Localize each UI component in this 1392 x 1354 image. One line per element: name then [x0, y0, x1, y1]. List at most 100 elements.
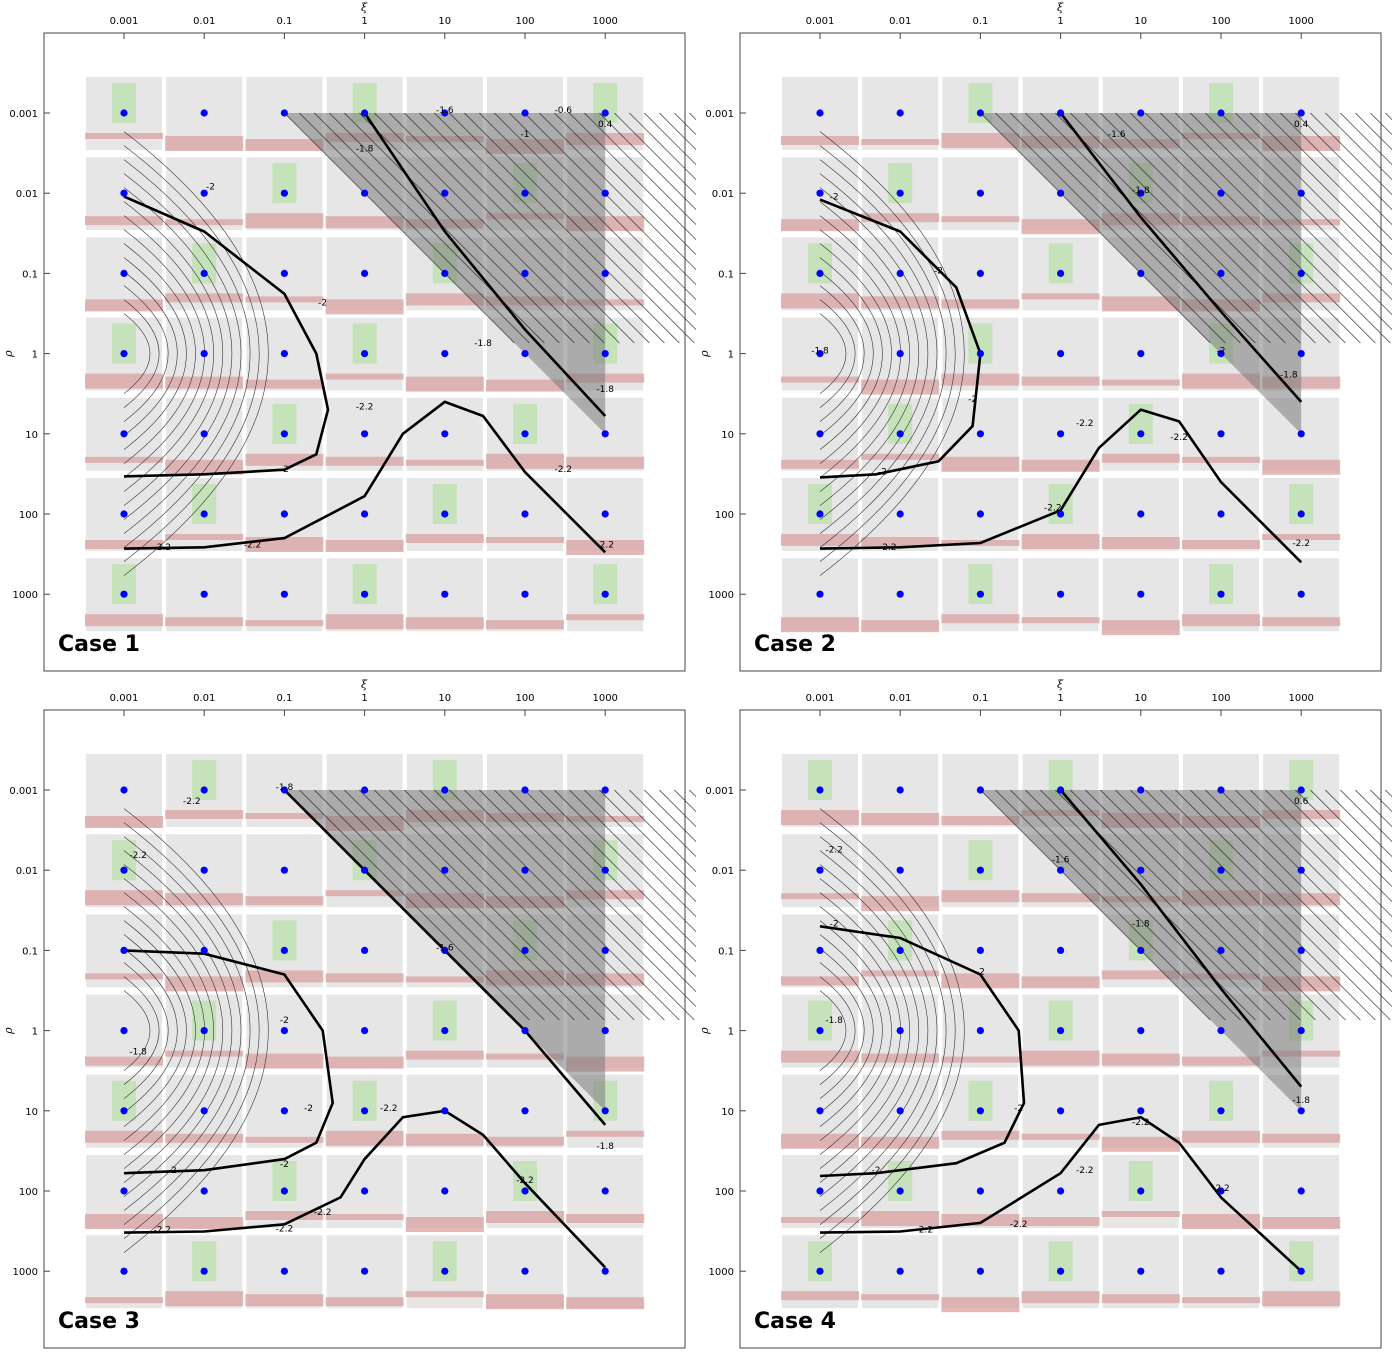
contour-line — [1355, 789, 1392, 828]
contour-line — [659, 112, 696, 151]
data-point — [896, 866, 904, 874]
diagonal-contours — [980, 112, 1392, 344]
red-band — [941, 1130, 1020, 1140]
contour-line — [509, 789, 696, 978]
red-band — [1021, 459, 1100, 472]
contour-line — [995, 789, 1226, 1021]
contour-line — [599, 789, 696, 888]
red-band — [566, 456, 645, 469]
data-point — [1297, 786, 1305, 794]
data-point — [361, 510, 369, 518]
data-points — [120, 109, 609, 598]
data-point — [280, 510, 288, 518]
contour-line — [359, 112, 590, 344]
data-point — [1057, 866, 1065, 874]
left-contours — [819, 131, 965, 576]
data-point — [1217, 590, 1225, 598]
red-band — [1101, 537, 1180, 549]
red-band — [245, 1136, 324, 1143]
contour-line — [614, 112, 696, 196]
x-tick-label: 10 — [1134, 693, 1147, 704]
y-tick-label: 10 — [721, 430, 734, 441]
data-point — [1297, 866, 1305, 874]
case-1-label: Case 1 — [58, 632, 140, 657]
red-band — [325, 216, 404, 229]
data-point — [816, 1187, 824, 1195]
x-tick-label: 0.01 — [193, 693, 215, 704]
data-point — [976, 189, 984, 197]
red-band — [405, 1217, 484, 1232]
data-point — [441, 590, 449, 598]
data-point — [120, 510, 128, 518]
red-band — [1021, 293, 1100, 300]
contour-line — [554, 112, 696, 256]
contour-line — [1100, 789, 1331, 1021]
contour-line — [123, 201, 223, 506]
green-patch — [272, 163, 297, 204]
contour-line — [1070, 789, 1301, 1021]
green-patch — [352, 323, 377, 364]
contour-line — [1145, 789, 1376, 1021]
data-point — [280, 1107, 288, 1115]
contour-line — [419, 112, 650, 344]
red-band — [566, 1130, 645, 1137]
red-band — [861, 379, 940, 395]
y-tick-label: 1 — [728, 350, 734, 361]
data-point — [521, 430, 529, 438]
data-point — [1137, 269, 1145, 277]
contour-line — [1385, 112, 1392, 121]
data-point — [1137, 109, 1145, 117]
red-band — [405, 534, 484, 543]
data-point — [816, 109, 824, 117]
red-band — [566, 614, 645, 621]
data-point — [521, 350, 529, 358]
data-point — [361, 1027, 369, 1035]
left-contours — [123, 808, 269, 1253]
data-point — [1297, 430, 1305, 438]
contour-line — [374, 789, 605, 1021]
contour-label: -2.2 — [1010, 1220, 1028, 1230]
data-point — [200, 269, 208, 277]
x-tick-label: 0.001 — [110, 16, 139, 27]
contour-line — [389, 789, 620, 1021]
red-band — [405, 1133, 484, 1146]
contour-line — [659, 789, 696, 828]
contour-line — [464, 789, 695, 1021]
contour-line — [819, 864, 929, 1197]
data-point — [361, 946, 369, 954]
data-point — [1297, 1107, 1305, 1115]
contour-line — [819, 313, 847, 394]
data-point — [120, 1027, 128, 1035]
red-band — [245, 296, 324, 303]
contour-line — [644, 789, 696, 843]
data-point — [120, 866, 128, 874]
contour-line — [344, 789, 575, 1021]
contour-line — [1160, 789, 1391, 1021]
green-patch — [192, 1241, 217, 1282]
y-tick-label: 1000 — [13, 1267, 38, 1278]
contour-line — [344, 112, 575, 344]
data-point — [1057, 350, 1065, 358]
contour-line — [1010, 789, 1241, 1021]
data-point — [521, 1027, 529, 1035]
y-tick-label: 10 — [25, 430, 38, 441]
contour-label: -1 — [521, 130, 530, 140]
contour-label: -2.2 — [1132, 1118, 1150, 1128]
data-point — [1217, 1267, 1225, 1275]
red-band — [85, 973, 163, 980]
contour-line — [629, 789, 696, 858]
data-point — [1297, 1187, 1305, 1195]
contour-line — [1265, 112, 1392, 241]
contour-line — [389, 112, 620, 344]
data-point — [1217, 1107, 1225, 1115]
contour-line — [1025, 112, 1256, 344]
y-tick-label: 0.001 — [705, 109, 734, 120]
data-point — [601, 590, 609, 598]
red-band — [941, 614, 1020, 624]
data-point — [816, 189, 824, 197]
red-band — [85, 1130, 163, 1143]
data-point — [601, 510, 609, 518]
y-tick-label: 100 — [19, 510, 38, 521]
grid-cell — [84, 992, 164, 1070]
contour-label: -1.8 — [596, 1142, 614, 1152]
